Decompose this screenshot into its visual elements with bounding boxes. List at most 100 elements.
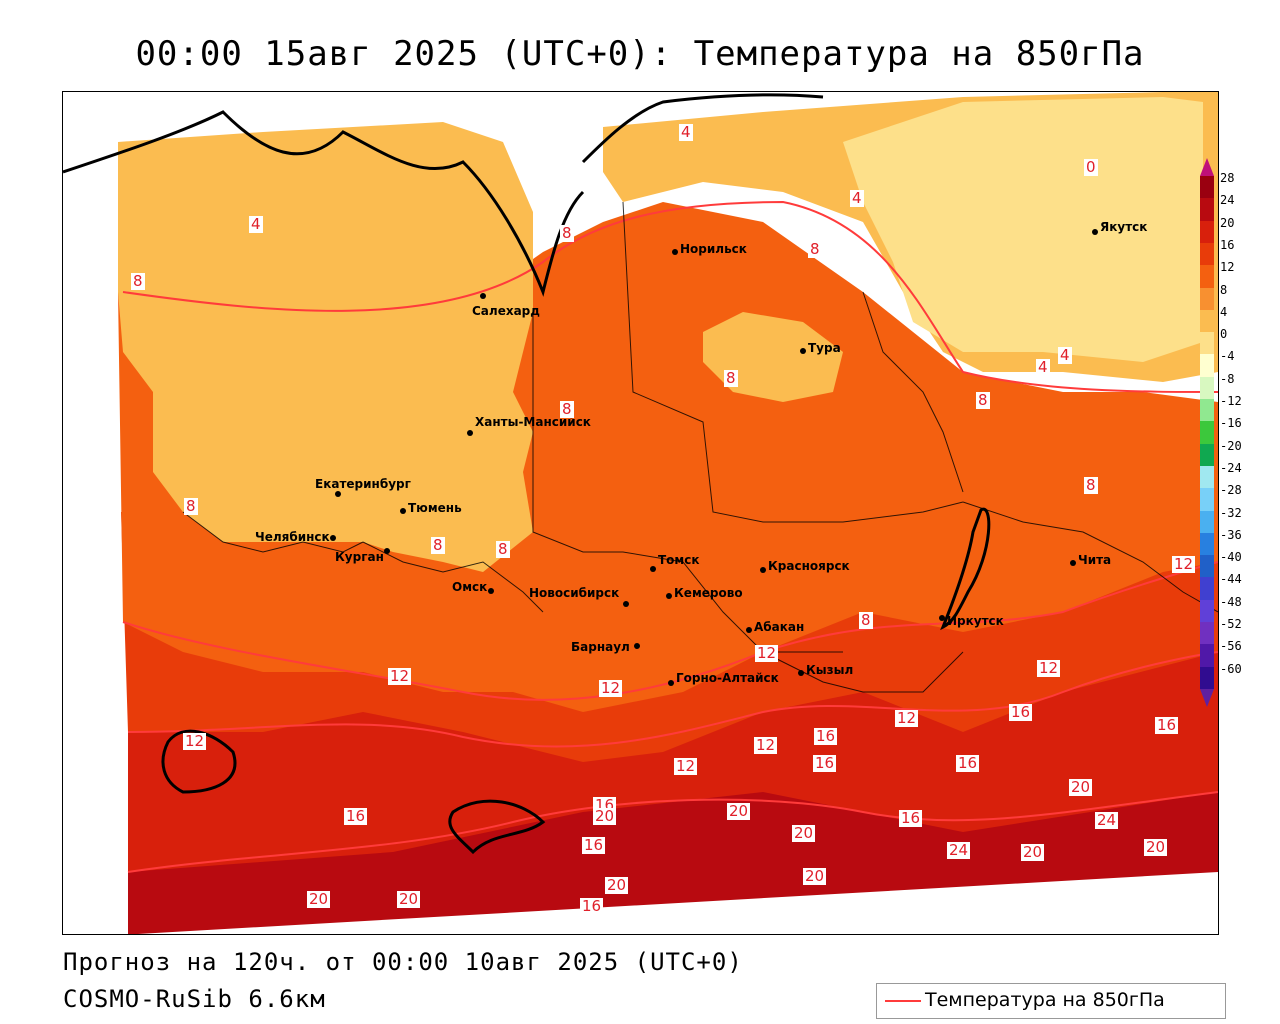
isoline-label: 20 [1069,778,1093,796]
city-dot-salekhard [480,293,486,299]
colorbar-segment [1200,532,1214,556]
city-label-novosibirsk: Новосибирск [529,586,620,600]
isoline-label: 20 [727,802,751,820]
band-4-8-west [118,122,533,572]
isoline-label: 20 [803,867,827,885]
colorbar-tick-label: 16 [1220,237,1235,252]
city-label-ekaterinburg: Екатеринбург [315,477,411,491]
isoline-label: 0 [1084,158,1098,176]
isoline-label: 8 [724,369,738,387]
colorbar-tick-label: -56 [1220,639,1242,654]
colorbar-segment [1200,176,1214,199]
city-label-gorno-altaysk: Горно-Алтайск [676,671,779,685]
colorbar-tick-label: -12 [1220,394,1242,408]
isoline-label: 12 [388,667,412,685]
colorbar-tick-label: -8 [1220,371,1235,386]
isoline-label: 4 [1036,358,1050,376]
isoline-label: 24 [947,841,971,859]
colorbar-segment [1200,644,1214,668]
city-dot-barnaul [634,643,640,649]
colorbar-segment [1200,555,1214,578]
colorbar-tick-label: -32 [1220,505,1242,520]
city-dot-kemerovo [666,593,672,599]
colorbar-segment [1200,488,1214,511]
isoline-label: 12 [754,736,778,754]
isoline-label: 12 [1172,555,1196,573]
isoline-label: 16 [344,807,368,825]
isoline-label: 12 [599,679,623,697]
isoline-label: 8 [560,400,574,418]
city-label-chelyabinsk: Челябинск [255,530,330,544]
city-dot-novosibirsk [623,601,629,607]
isoline-label: 16 [813,754,837,772]
city-dot-ekaterinburg [335,491,341,497]
colorbar-tick-label: 0 [1220,327,1228,342]
isoline-label: 16 [1155,716,1179,734]
city-label-yakutsk: Якутск [1100,220,1148,234]
isoline-label: 16 [582,836,606,854]
isoline-label: 12 [674,757,698,775]
city-label-tomsk: Томск [658,553,700,567]
isoline-label: 20 [1144,838,1168,856]
colorbar-tick-label: -52 [1220,617,1242,631]
colorbar-segment [1200,622,1214,645]
isoline-label: 4 [1058,346,1072,364]
city-label-norilsk: Норильск [680,242,747,256]
isoline-label: 16 [956,754,980,772]
band-0-4 [843,97,1203,362]
map-title: 00:00 15авг 2025 (UTC+0): Температура на… [135,34,1145,74]
band-4-8-tura [703,312,843,402]
city-label-tyumen: Тюмень [408,501,462,515]
colorbar-segment [1200,465,1214,489]
isoline-label: 4 [679,123,693,141]
isoline-label: 20 [1021,843,1045,861]
colorbar-tick-label: -24 [1220,460,1242,475]
city-label-kyzyl: Кызыл [806,663,854,677]
temperature-field [63,92,1218,934]
city-label-khanty-mansiysk: Ханты-Мансийск [475,415,591,429]
isoline-label: 8 [1084,476,1098,494]
colorbar-tick-label: 20 [1220,215,1235,230]
city-dot-yakutsk [1092,229,1098,235]
city-dot-kurgan [384,548,390,554]
colorbar-tick-label: -4 [1220,349,1235,364]
colorbar-tick-label: -40 [1220,550,1242,565]
isoline-label: 8 [496,540,510,558]
isoline-label: 20 [792,824,816,842]
isoline-label: 24 [1095,811,1119,829]
city-dot-chelyabinsk [330,535,336,541]
isoline-label: 8 [431,536,445,554]
isoline-label: 8 [859,611,873,629]
colorbar-segment [1200,510,1214,534]
isoline-label: 16 [899,809,923,827]
isoline-label: 4 [850,189,864,207]
colorbar-segment [1200,577,1214,601]
isoline-label: 12 [1037,659,1061,677]
colorbar-segment [1200,242,1214,266]
city-dot-tomsk [650,566,656,572]
isoline-label: 12 [755,644,779,662]
colorbar-segment [1200,220,1214,244]
isoline-label: 8 [808,240,822,258]
admin-borders [182,201,1218,693]
city-dot-tura [800,348,806,354]
colorbar-top-arrow [1200,158,1214,176]
isoline-label: 12 [895,709,919,727]
colorbar-segment [1200,332,1214,355]
isoline-label: 20 [593,807,617,825]
colorbar-tick-label: -16 [1220,416,1242,431]
colorbar-segment [1200,198,1214,222]
coastlines [63,93,991,855]
city-label-irkutsk: Иркутск [947,614,1004,628]
colorbar-tick-label: -20 [1220,438,1242,453]
isoline-label: 20 [605,876,629,894]
colorbar-tick-label: -60 [1220,661,1242,676]
colorbar-segment [1200,666,1214,690]
city-label-krasnoyarsk: Красноярск [768,559,850,573]
city-dot-omsk [488,588,494,594]
isoline-label: 8 [560,224,574,242]
isoline-label: 20 [397,890,421,908]
isoline-label: 8 [976,391,990,409]
city-label-chita: Чита [1078,553,1112,567]
colorbar-segment [1200,443,1214,467]
